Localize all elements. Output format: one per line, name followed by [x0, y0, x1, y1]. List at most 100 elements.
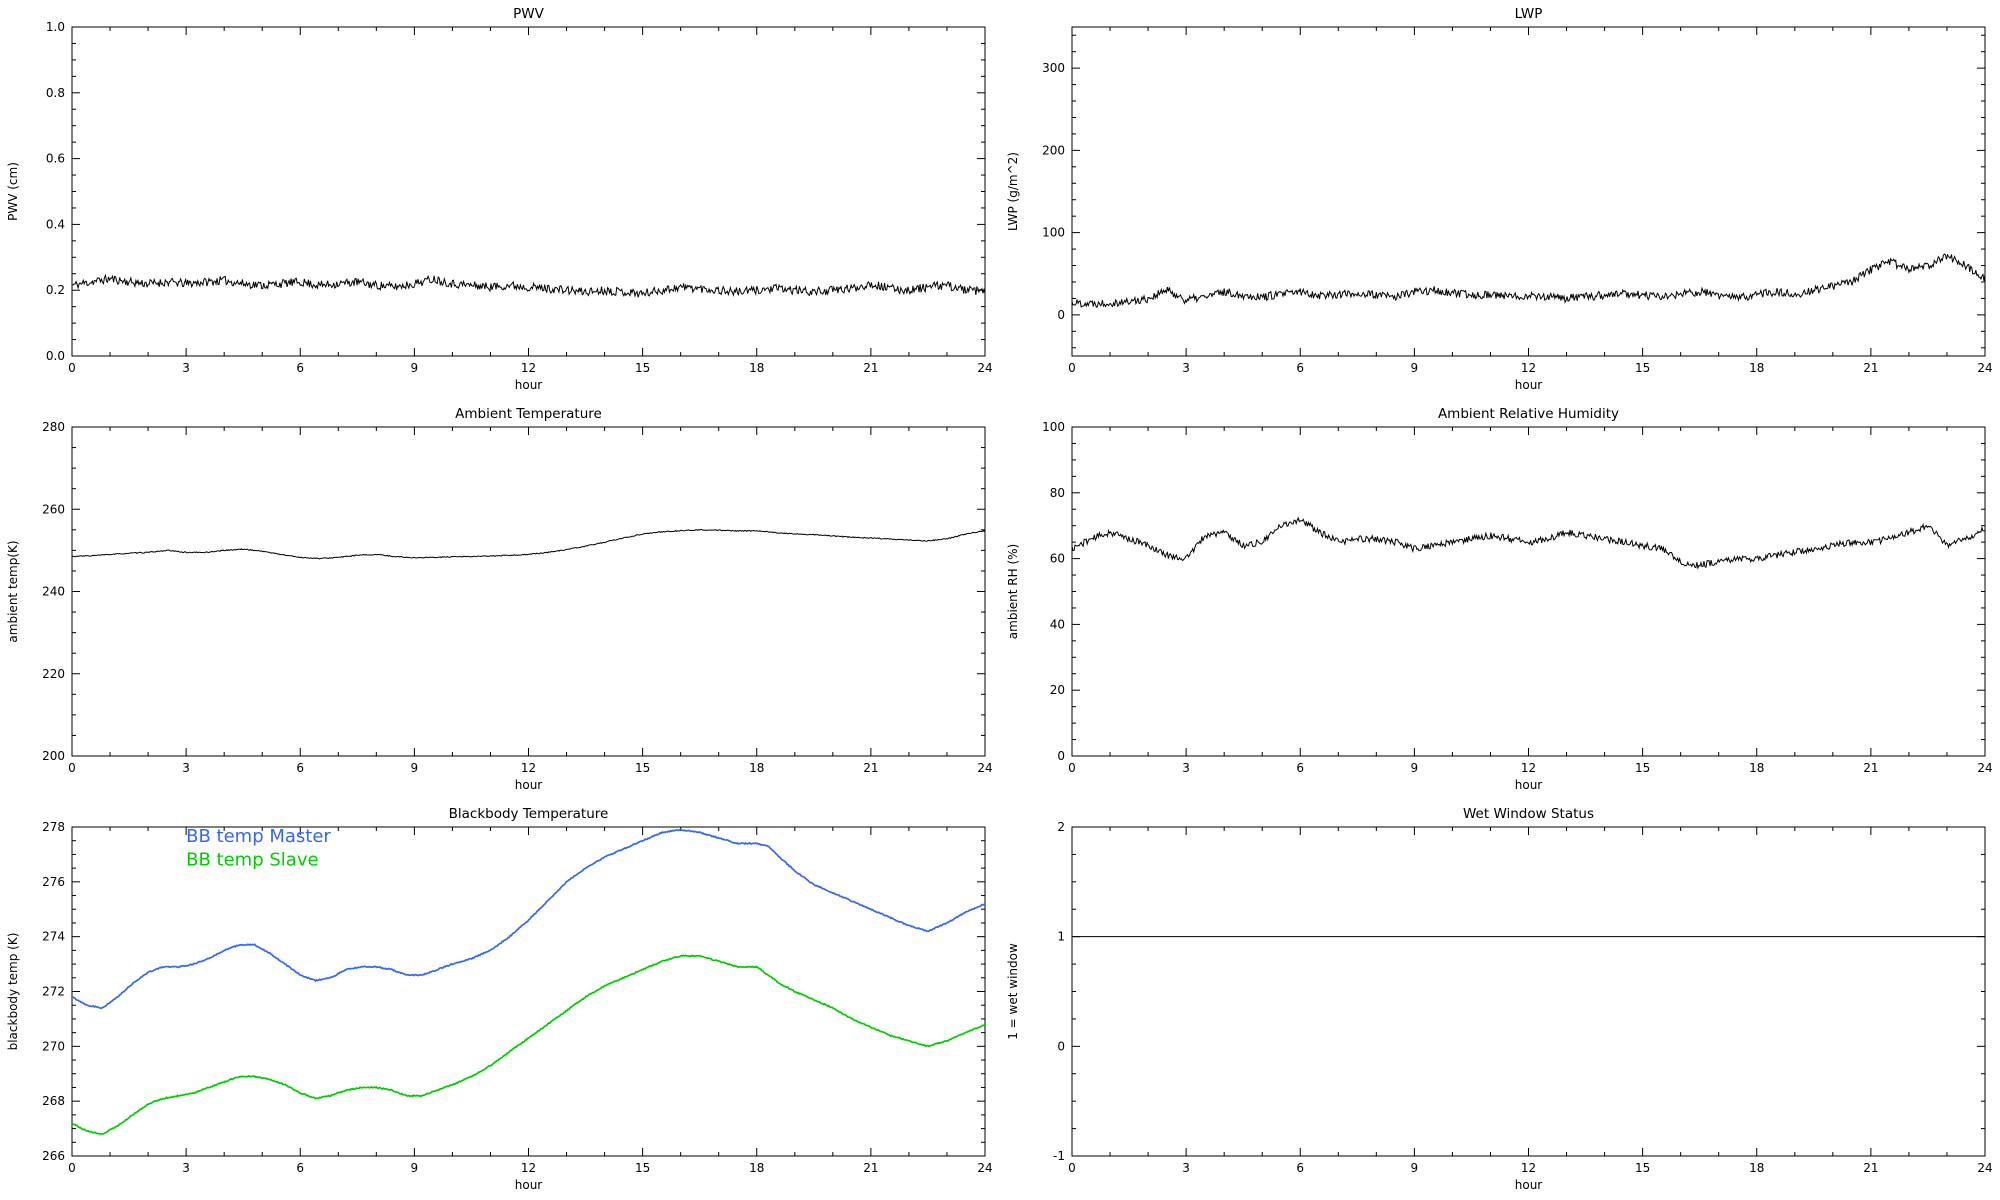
y-tick-label: 100	[1042, 420, 1065, 434]
chart-ambient-temperature: 0 3 6 9 12 15 18 21 24 200 220 240 260 280 Ambient Tem…	[0, 400, 1000, 800]
x-tick-label: 24	[1977, 361, 1992, 375]
x-tick-label: 18	[749, 1161, 764, 1175]
axis-frame	[71, 826, 986, 1157]
axis-frame	[71, 26, 986, 357]
x-tick-label: 12	[1521, 761, 1536, 775]
ambient-temp-plot-svg: 0 3 6 9 12 15 18 21 24 200 220 240 260 280 Ambient Tem…	[6, 406, 993, 792]
x-tick-label: 0	[68, 361, 76, 375]
y-tick-label: 0	[1057, 1039, 1065, 1053]
axis-frame	[1071, 826, 1986, 1157]
y-tick-label: 260	[42, 502, 65, 516]
y-axis-label: LWP (g/m^2)	[1006, 152, 1020, 231]
y-tick-label: 200	[42, 749, 65, 763]
x-tick-label: 6	[296, 1161, 304, 1175]
x-tick-label: 15	[635, 361, 650, 375]
x-tick-label: 12	[521, 361, 536, 375]
x-tick-label: 15	[1635, 1161, 1650, 1175]
x-axis-label: hour	[1515, 378, 1543, 392]
x-tick-label: 15	[635, 761, 650, 775]
y-tick-label: 0.0	[46, 349, 65, 363]
x-tick-label: 9	[411, 361, 419, 375]
x-axis-label: hour	[515, 1178, 543, 1192]
x-tick-label: 18	[1749, 361, 1764, 375]
x-axis-label: hour	[1515, 1178, 1543, 1192]
x-tick-label: 21	[1863, 1161, 1878, 1175]
axis-frame	[1071, 26, 1986, 357]
series-line-bb-temp-slave	[71, 954, 986, 1135]
lwp-plot-svg: 0 3 6 9 12 15 18 21 24 0 100 200 300 LWP hour LWP (g/m^…	[1006, 6, 1993, 392]
y-tick-label: -1	[1053, 1149, 1065, 1163]
y-tick-label: 40	[1050, 617, 1065, 631]
x-tick-label: 24	[977, 761, 992, 775]
y-axis-label: PWV (cm)	[6, 162, 20, 221]
y-axis-label: 1 = wet window	[1006, 943, 1020, 1040]
x-tick-label: 21	[863, 1161, 878, 1175]
y-tick-label: 0.4	[46, 217, 65, 231]
x-tick-label: 3	[1182, 761, 1190, 775]
x-tick-label: 9	[1411, 361, 1419, 375]
chart-ambient-relative-humidity: 0 3 6 9 12 15 18 21 24 0 20 40 60 80 100 Ambient Relati…	[1000, 400, 2000, 800]
x-tick-label: 3	[182, 1161, 190, 1175]
chart-wet-window-status: 0 3 6 9 12 15 18 21 24 -1 0 1 2 Wet Window Status hour…	[1000, 800, 2000, 1200]
x-tick-label: 24	[1977, 1161, 1992, 1175]
chart-title: Wet Window Status	[1463, 806, 1594, 822]
x-tick-label: 0	[68, 761, 76, 775]
chart-blackbody-temperature: 0 3 6 9 12 15 18 21 24 266 268 270 272 274 276 278 Black…	[0, 800, 1000, 1200]
y-tick-label: 1	[1057, 930, 1065, 944]
y-tick-label: 268	[42, 1094, 65, 1108]
x-tick-label: 12	[521, 1161, 536, 1175]
y-tick-label: 276	[42, 875, 65, 889]
chart-title: PWV	[513, 6, 544, 22]
x-axis-label: hour	[515, 778, 543, 792]
x-tick-label: 6	[296, 761, 304, 775]
x-tick-label: 3	[1182, 1161, 1190, 1175]
series-line-lwp	[1071, 253, 1986, 308]
y-tick-label: 0	[1057, 749, 1065, 763]
y-tick-label: 0.6	[46, 152, 65, 166]
series-line-ambient-rh	[1071, 516, 1986, 570]
x-tick-label: 9	[1411, 761, 1419, 775]
x-tick-label: 9	[1411, 1161, 1419, 1175]
chart-pwv: 0 3 6 9 12 15 18 21 24 0.0 0.2 0.4 0.6 0.8 1.0 PWV hour P…	[0, 0, 1000, 400]
x-tick-label: 9	[411, 1161, 419, 1175]
y-tick-label: 220	[42, 667, 65, 681]
chart-lwp: 0 3 6 9 12 15 18 21 24 0 100 200 300 LWP hour LWP (g/m^…	[1000, 0, 2000, 400]
pwv-plot-svg: 0 3 6 9 12 15 18 21 24 0.0 0.2 0.4 0.6 0.8 1.0 PWV hour P…	[6, 6, 993, 392]
chart-title: Ambient Relative Humidity	[1438, 406, 1619, 422]
y-tick-label: 80	[1050, 486, 1065, 500]
chart-title: Ambient Temperature	[455, 406, 602, 422]
x-tick-label: 3	[182, 761, 190, 775]
x-tick-label: 6	[296, 361, 304, 375]
x-tick-label: 21	[863, 361, 878, 375]
x-tick-label: 0	[1068, 1161, 1076, 1175]
y-axis-label: ambient temp(K)	[6, 540, 20, 642]
y-tick-label: 200	[1042, 143, 1065, 157]
x-tick-label: 3	[182, 361, 190, 375]
x-tick-label: 18	[1749, 761, 1764, 775]
y-tick-label: 270	[42, 1039, 65, 1053]
x-tick-label: 15	[635, 1161, 650, 1175]
x-tick-label: 6	[1296, 761, 1304, 775]
ambient-rh-plot-svg: 0 3 6 9 12 15 18 21 24 0 20 40 60 80 100 Ambient Relati…	[1006, 406, 1993, 792]
y-tick-label: 280	[42, 420, 65, 434]
axis-frame	[71, 426, 986, 757]
y-tick-label: 266	[42, 1149, 65, 1163]
blackbody-temp-plot-svg: 0 3 6 9 12 15 18 21 24 266 268 270 272 274 276 278 Black…	[6, 806, 993, 1192]
y-tick-label: 278	[42, 820, 65, 834]
x-tick-label: 0	[68, 1161, 76, 1175]
y-tick-label: 1.0	[46, 20, 65, 34]
x-tick-label: 3	[1182, 361, 1190, 375]
y-tick-label: 240	[42, 585, 65, 599]
y-tick-label: 272	[42, 985, 65, 999]
y-tick-label: 274	[42, 930, 65, 944]
y-tick-label: 0.2	[46, 283, 65, 297]
x-tick-label: 24	[1977, 761, 1992, 775]
x-tick-label: 24	[977, 361, 992, 375]
x-tick-label: 12	[1521, 361, 1536, 375]
x-tick-label: 24	[977, 1161, 992, 1175]
x-tick-label: 6	[1296, 361, 1304, 375]
legend-label-bb-temp-slave: BB temp Slave	[186, 849, 318, 870]
x-tick-label: 12	[521, 761, 536, 775]
x-tick-label: 21	[1863, 361, 1878, 375]
